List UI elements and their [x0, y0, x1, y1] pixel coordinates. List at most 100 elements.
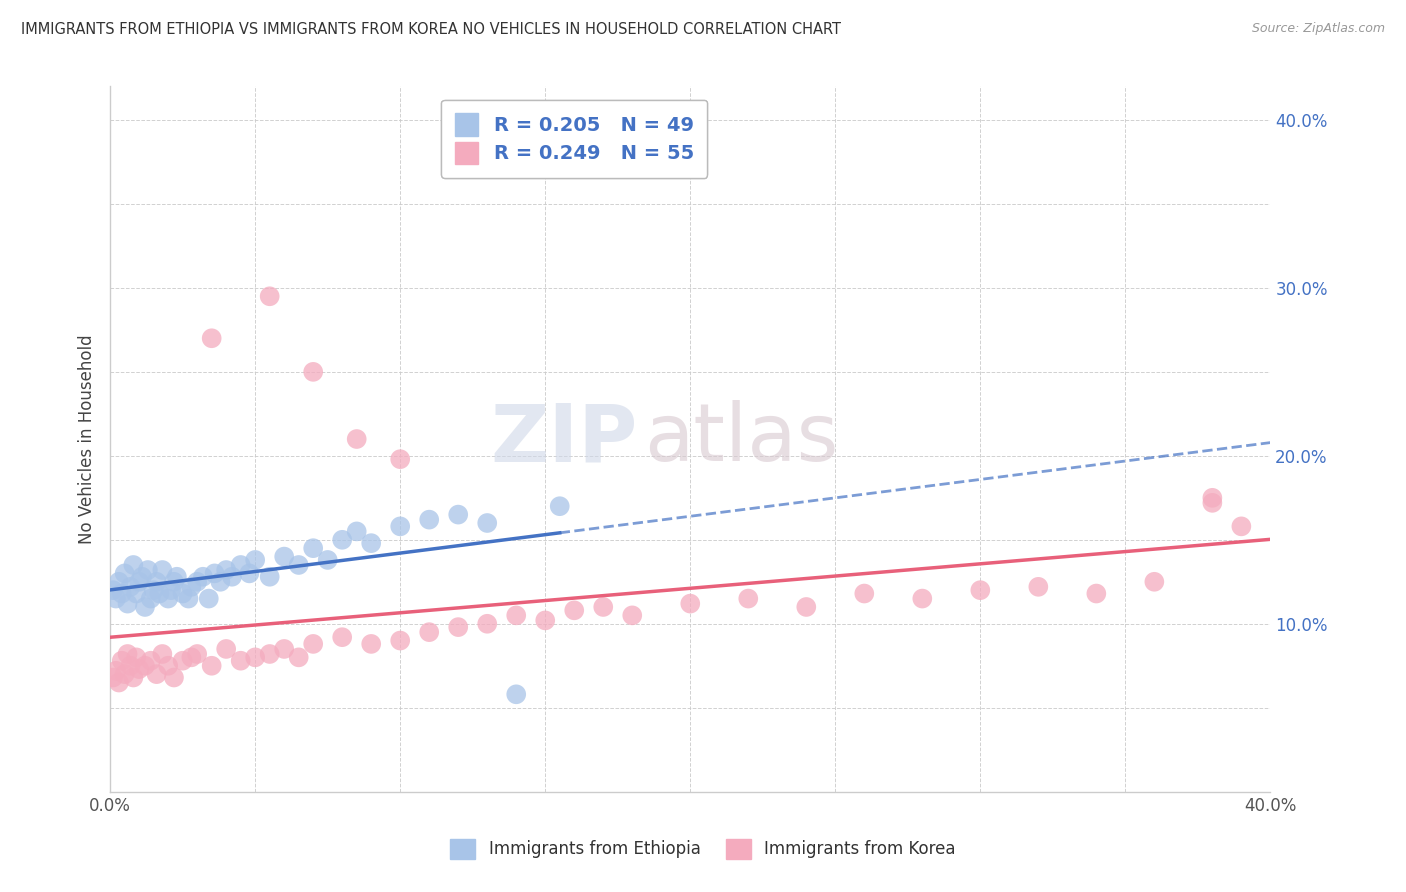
Point — [215, 642, 238, 657]
Point — [104, 591, 127, 606]
Point — [128, 574, 150, 589]
Point — [120, 580, 142, 594]
Point — [180, 580, 202, 594]
Point — [346, 524, 368, 539]
Point — [229, 558, 252, 572]
Point — [1201, 496, 1223, 510]
Point — [1143, 574, 1166, 589]
Point — [114, 566, 136, 581]
Point — [287, 558, 309, 572]
Point — [229, 654, 252, 668]
Point — [204, 566, 226, 581]
Point — [243, 650, 266, 665]
Point — [259, 570, 281, 584]
Point — [853, 586, 876, 600]
Text: ZIP: ZIP — [491, 400, 638, 478]
Point — [145, 574, 167, 589]
Point — [737, 591, 759, 606]
Point — [122, 671, 145, 685]
Text: Source: ZipAtlas.com: Source: ZipAtlas.com — [1251, 22, 1385, 36]
Point — [330, 533, 353, 547]
Point — [201, 658, 224, 673]
Point — [911, 591, 934, 606]
Point — [136, 563, 159, 577]
Point — [302, 365, 325, 379]
Point — [243, 553, 266, 567]
Point — [259, 647, 281, 661]
Point — [221, 570, 243, 584]
Point — [125, 586, 148, 600]
Point — [142, 583, 165, 598]
Point — [114, 667, 136, 681]
Point — [172, 654, 194, 668]
Point — [621, 608, 644, 623]
Point — [150, 647, 173, 661]
Point — [1026, 580, 1049, 594]
Point — [215, 563, 238, 577]
Point — [122, 558, 145, 572]
Point — [108, 574, 131, 589]
Point — [163, 671, 186, 685]
Point — [346, 432, 368, 446]
Point — [180, 650, 202, 665]
Point — [302, 541, 325, 556]
Point — [287, 650, 309, 665]
Point — [360, 637, 382, 651]
Point — [969, 583, 991, 598]
Point — [191, 570, 214, 584]
Point — [101, 583, 124, 598]
Point — [108, 675, 131, 690]
Point — [172, 586, 194, 600]
Point — [477, 516, 499, 530]
Point — [1201, 491, 1223, 505]
Point — [177, 591, 200, 606]
Legend: R = 0.205   N = 49, R = 0.249   N = 55: R = 0.205 N = 49, R = 0.249 N = 55 — [441, 100, 707, 178]
Point — [505, 687, 527, 701]
Point — [360, 536, 382, 550]
Point — [145, 667, 167, 681]
Point — [125, 650, 148, 665]
Point — [131, 570, 153, 584]
Legend: Immigrants from Ethiopia, Immigrants from Korea: Immigrants from Ethiopia, Immigrants fro… — [444, 832, 962, 866]
Point — [101, 671, 124, 685]
Point — [447, 620, 470, 634]
Point — [418, 625, 440, 640]
Point — [163, 574, 186, 589]
Point — [330, 630, 353, 644]
Point — [477, 616, 499, 631]
Point — [120, 658, 142, 673]
Point — [157, 591, 180, 606]
Point — [1230, 519, 1253, 533]
Point — [238, 566, 260, 581]
Point — [128, 662, 150, 676]
Point — [794, 599, 817, 614]
Point — [111, 654, 134, 668]
Point — [104, 664, 127, 678]
Point — [389, 452, 412, 467]
Point — [197, 591, 219, 606]
Point — [505, 608, 527, 623]
Point — [534, 614, 557, 628]
Point — [548, 499, 571, 513]
Point — [418, 513, 440, 527]
Point — [562, 603, 585, 617]
Point — [201, 331, 224, 345]
Point — [273, 549, 295, 564]
Point — [186, 647, 208, 661]
Point — [139, 591, 162, 606]
Point — [166, 570, 188, 584]
Point — [160, 583, 183, 598]
Point — [157, 658, 180, 673]
Point — [139, 654, 162, 668]
Text: atlas: atlas — [644, 400, 838, 478]
Point — [302, 637, 325, 651]
Text: IMMIGRANTS FROM ETHIOPIA VS IMMIGRANTS FROM KOREA NO VEHICLES IN HOUSEHOLD CORRE: IMMIGRANTS FROM ETHIOPIA VS IMMIGRANTS F… — [21, 22, 841, 37]
Point — [148, 586, 170, 600]
Point — [259, 289, 281, 303]
Point — [134, 599, 156, 614]
Point — [389, 633, 412, 648]
Point — [679, 597, 702, 611]
Point — [389, 519, 412, 533]
Point — [117, 597, 139, 611]
Point — [1085, 586, 1108, 600]
